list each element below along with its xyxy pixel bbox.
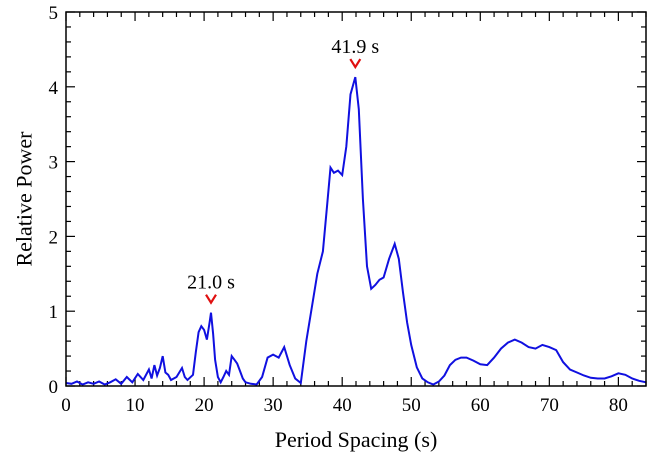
y-tick-label: 0 [49, 377, 59, 398]
tick-labels: 0 10 20 30 40 50 60 70 80 0 1 2 3 4 5 [49, 3, 628, 416]
x-tick-label: 10 [126, 395, 145, 416]
axis-ticks [65, 11, 647, 387]
y-tick-label: 5 [49, 3, 59, 24]
x-axis-title: Period Spacing (s) [275, 427, 438, 452]
y-tick-label: 4 [49, 78, 59, 99]
peak-label: 21.0 s [187, 272, 235, 294]
y-axis-title: Relative Power [12, 131, 37, 267]
x-tick-label: 80 [609, 395, 628, 416]
peak-label: 41.9 s [331, 36, 379, 58]
x-tick-label: 30 [264, 395, 283, 416]
y-tick-label: 2 [49, 227, 59, 248]
x-tick-label: 0 [61, 395, 71, 416]
x-tick-label: 70 [540, 395, 559, 416]
x-tick-label: 40 [333, 395, 352, 416]
peak-marker [349, 58, 362, 70]
x-tick-label: 20 [195, 395, 214, 416]
y-tick-label: 3 [49, 153, 59, 174]
series-line [65, 76, 647, 386]
x-tick-label: 60 [471, 395, 490, 416]
peak-marker [205, 294, 217, 305]
x-tick-label: 50 [402, 395, 421, 416]
plot-frame [65, 11, 647, 387]
annotations: 21.0 s 41.9 s [187, 36, 379, 305]
y-tick-label: 1 [49, 302, 59, 323]
